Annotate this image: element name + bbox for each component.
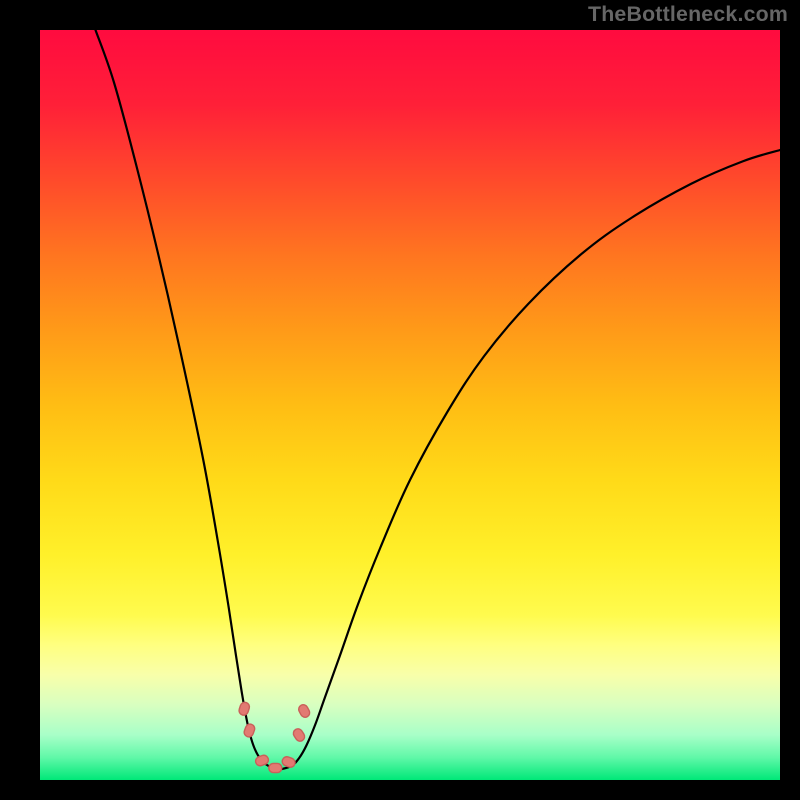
chart-frame: TheBottleneck.com <box>0 0 800 800</box>
chart-background <box>40 30 780 780</box>
chart-svg <box>40 30 780 780</box>
chart-plot-area <box>40 30 780 780</box>
watermark-label: TheBottleneck.com <box>588 2 788 27</box>
marker-3 <box>269 763 282 772</box>
